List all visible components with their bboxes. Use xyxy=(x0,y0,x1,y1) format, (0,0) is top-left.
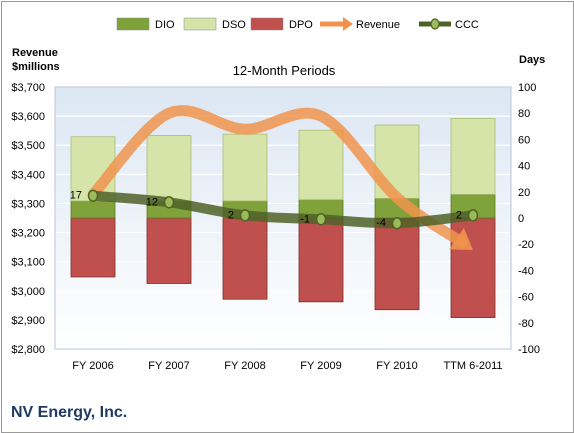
left-tick-label: $3,000 xyxy=(11,286,45,298)
revenue-arrowhead xyxy=(449,227,473,251)
legend-label-ccc: CCC xyxy=(455,19,479,31)
right-tick-label: -100 xyxy=(518,344,540,356)
legend-label-dso: DSO xyxy=(222,19,246,31)
left-tick-label: $3,500 xyxy=(11,140,45,152)
ccc-data-label: 2 xyxy=(456,209,462,221)
line-series: 17 12 2 -1 -4 2 xyxy=(70,105,479,251)
category-label: FY 2009 xyxy=(300,360,341,372)
bar-dso xyxy=(222,133,268,202)
right-tick-label: -60 xyxy=(518,292,534,304)
bar-series xyxy=(70,118,496,318)
ccc-data-label: -1 xyxy=(300,213,310,225)
bar-dso xyxy=(146,135,192,202)
left-axis-label-line2: $millions xyxy=(12,61,60,73)
bar-dpo xyxy=(450,217,496,318)
category-label: FY 2010 xyxy=(376,360,417,372)
right-axis-label: Days xyxy=(519,54,545,66)
ccc-marker xyxy=(315,213,327,226)
legend: DIO DSO DPO Revenue CCC xyxy=(116,17,479,31)
legend-swatch-dio xyxy=(116,17,150,31)
ccc-data-label: 2 xyxy=(228,209,234,221)
ccc-line xyxy=(88,190,478,229)
right-tick-label: 0 xyxy=(518,213,524,225)
legend-label-revenue: Revenue xyxy=(356,19,400,31)
left-tick-label: $3,300 xyxy=(11,198,45,210)
category-label: FY 2007 xyxy=(148,360,189,372)
left-tick-label: $3,200 xyxy=(11,228,45,240)
category-label: FY 2006 xyxy=(72,360,113,372)
legend-marker-ccc xyxy=(430,18,440,30)
company-name: NV Energy, Inc. xyxy=(11,404,128,421)
ccc-data-label: 12 xyxy=(146,196,158,208)
ccc-marker xyxy=(391,216,403,230)
left-tick-label: $3,100 xyxy=(11,257,45,269)
right-tick-label: -40 xyxy=(518,265,534,277)
bar-dpo xyxy=(298,217,344,303)
chart-title: 12-Month Periods xyxy=(233,63,336,78)
right-tick-label: -20 xyxy=(518,239,534,251)
left-tick-label: $3,400 xyxy=(11,169,45,181)
bar-dpo xyxy=(70,217,116,278)
legend-swatch-dso xyxy=(183,17,217,31)
bar-dso xyxy=(450,118,496,195)
bar-dpo xyxy=(146,217,192,284)
legend-label-dpo: DPO xyxy=(289,19,313,31)
left-tick-label: $3,700 xyxy=(11,82,45,94)
left-tick-label: $2,800 xyxy=(11,344,45,356)
tick-labels: $2,800 $2,900 $3,000 $3,100 $3,200 $3,300 $3,4… xyxy=(11,82,540,372)
legend-label-dio: DIO xyxy=(155,19,175,31)
ccc-marker xyxy=(163,196,175,209)
bar-dio xyxy=(70,200,116,219)
legend-arrow-revenue xyxy=(343,17,353,31)
bar-dpo xyxy=(374,217,420,311)
right-tick-label: 100 xyxy=(518,82,536,94)
legend-swatch-dpo xyxy=(250,17,284,31)
left-tick-label: $3,600 xyxy=(11,111,45,123)
plot-border xyxy=(54,86,512,350)
ccc-marker xyxy=(87,189,99,202)
revenue-line xyxy=(87,105,467,248)
bar-dso xyxy=(298,129,344,201)
category-label: TTM 6-2011 xyxy=(443,360,502,372)
left-tick-label: $2,900 xyxy=(11,315,45,327)
ccc-marker xyxy=(467,209,479,222)
right-tick-label: -80 xyxy=(518,318,534,330)
ccc-data-label: 17 xyxy=(70,190,82,202)
left-axis-label-line1: Revenue xyxy=(12,47,58,59)
right-tick-label: 80 xyxy=(518,108,530,120)
ccc-data-label: -4 xyxy=(376,217,386,229)
bar-dpo xyxy=(222,217,268,300)
category-label: FY 2008 xyxy=(224,360,265,372)
ccc-marker xyxy=(239,209,251,222)
right-tick-label: 60 xyxy=(518,134,530,146)
right-tick-label: 20 xyxy=(518,187,530,199)
right-tick-label: 40 xyxy=(518,161,530,173)
